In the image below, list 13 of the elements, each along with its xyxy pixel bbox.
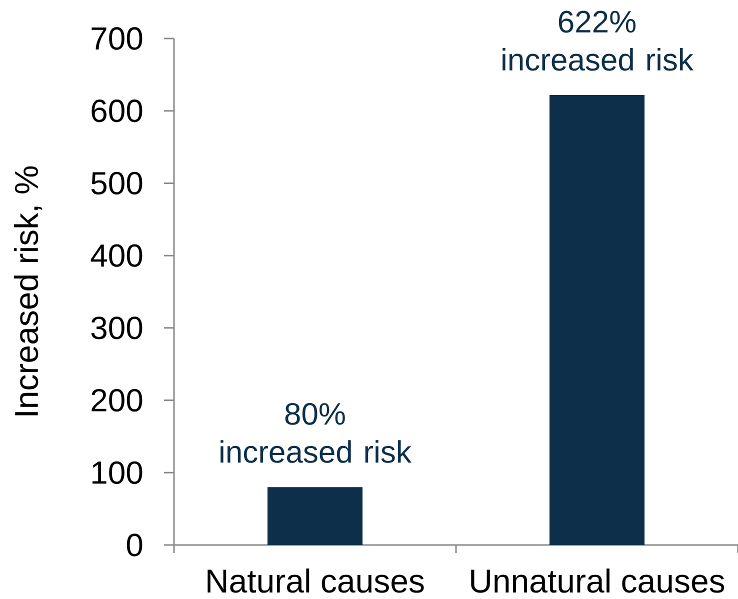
y-tick-label: 600 — [92, 100, 142, 122]
x-tick-label: Natural causes — [208, 568, 424, 593]
y-tick-label: 400 — [90, 244, 142, 267]
y-tick-label: 200 — [92, 388, 142, 412]
x-tick-label: Unnatural causes — [471, 568, 724, 593]
y-tick-label: 0 — [126, 534, 142, 556]
y-tick-label: 700 — [92, 27, 142, 50]
y-axis-title: Increased risk, % — [14, 166, 42, 416]
y-tick-label: 100 — [92, 461, 142, 484]
data-label: 622% increased risk — [502, 10, 694, 71]
y-tick-label: 300 — [91, 316, 142, 340]
data-label: 80% increased risk — [220, 402, 412, 463]
y-tick-label: 500 — [91, 172, 142, 195]
